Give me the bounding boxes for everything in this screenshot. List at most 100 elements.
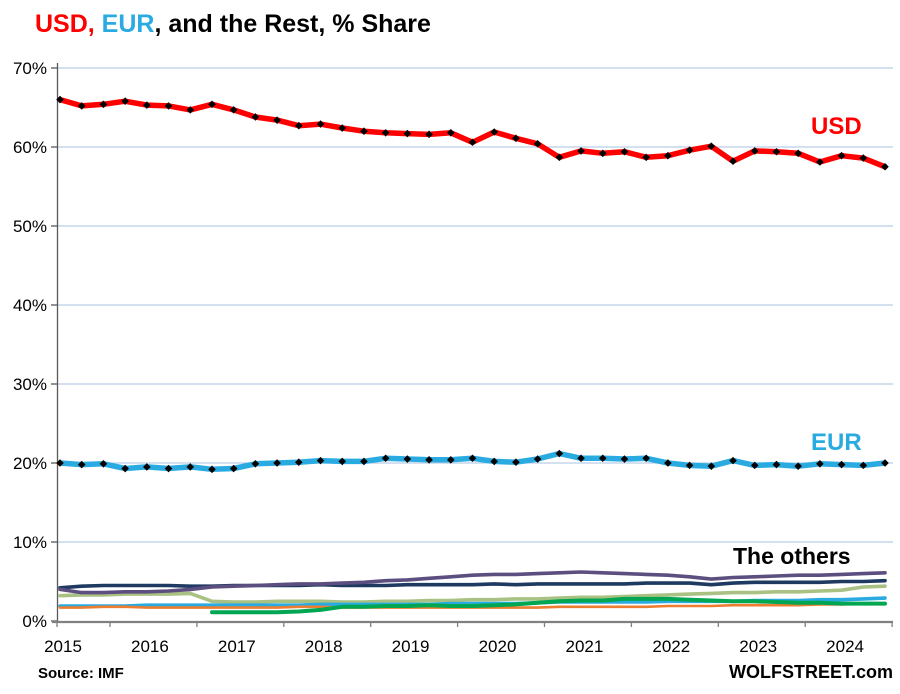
data-point-marker <box>143 101 151 109</box>
x-tick-label: 2017 <box>218 637 256 656</box>
data-point-marker <box>859 154 868 162</box>
data-point-marker <box>77 102 86 110</box>
data-point-marker <box>186 463 195 471</box>
data-point-marker <box>620 147 629 156</box>
series-others-sage <box>58 584 887 604</box>
data-point-marker <box>381 454 390 463</box>
data-point-marker <box>685 146 694 154</box>
data-point-marker <box>816 158 824 166</box>
data-point-marker <box>403 129 412 138</box>
data-point-marker <box>533 455 542 463</box>
data-point-marker <box>555 153 564 162</box>
data-point-marker <box>577 147 585 155</box>
series-usd-markers <box>56 95 889 171</box>
data-point-marker <box>490 128 499 136</box>
data-point-marker <box>794 149 802 158</box>
title-eur-segment: EUR <box>94 10 155 38</box>
y-tick-label: 60% <box>13 138 47 157</box>
data-point-marker <box>99 459 108 468</box>
data-point-marker <box>750 147 759 155</box>
series-usd-line <box>57 96 888 170</box>
data-point-marker <box>750 461 759 470</box>
y-tick-label: 50% <box>13 217 47 236</box>
x-tick-label: 2022 <box>652 637 690 656</box>
data-point-marker <box>859 461 868 470</box>
data-point-marker <box>816 459 824 468</box>
data-point-marker <box>729 157 737 166</box>
chart-title: USD, EUR, and the Rest, % Share <box>35 10 431 39</box>
data-point-marker <box>642 153 650 162</box>
series-others-purple-line <box>58 570 887 595</box>
data-point-marker <box>56 459 64 467</box>
series-others-sage-line <box>58 584 887 604</box>
data-point-marker <box>490 457 499 466</box>
data-point-marker <box>164 102 173 110</box>
data-point-marker <box>316 456 325 465</box>
data-point-marker <box>381 128 390 137</box>
data-point-marker <box>56 95 64 104</box>
eur-series-label: EUR <box>811 429 862 456</box>
data-point-marker <box>99 100 108 109</box>
data-point-marker <box>295 121 303 130</box>
data-point-marker <box>164 464 173 473</box>
data-point-marker <box>273 459 281 467</box>
y-tick-label: 70% <box>13 59 47 78</box>
data-point-marker <box>772 460 781 469</box>
others-series-label: The others <box>733 543 851 569</box>
data-point-marker <box>186 106 195 114</box>
data-point-marker <box>425 130 433 139</box>
x-tick-label: 2018 <box>305 637 343 656</box>
usd-series-label: USD <box>811 113 862 140</box>
data-point-marker <box>143 463 151 471</box>
series-eur <box>56 449 889 474</box>
x-tick-label: 2023 <box>739 637 777 656</box>
data-point-marker <box>338 457 347 466</box>
y-tick-label: 20% <box>13 454 47 473</box>
x-tick-label: 2020 <box>479 637 517 656</box>
data-point-marker <box>598 149 607 158</box>
data-point-marker <box>794 462 802 470</box>
data-point-marker <box>121 97 129 105</box>
y-tick-label: 0% <box>22 612 47 631</box>
x-tick-label: 2019 <box>392 637 430 656</box>
data-point-marker <box>664 459 672 467</box>
data-point-marker <box>620 455 629 463</box>
data-point-marker <box>425 456 433 464</box>
data-point-marker <box>577 454 585 463</box>
series-others-navy-line <box>58 578 887 590</box>
data-point-marker <box>121 464 129 473</box>
data-point-marker <box>512 458 520 467</box>
data-point-marker <box>468 454 477 463</box>
series-others-green <box>210 596 887 615</box>
data-point-marker <box>555 449 564 458</box>
data-point-marker <box>642 454 650 463</box>
source-note: Source: IMF <box>38 665 124 682</box>
series-others-green-line <box>210 596 887 615</box>
data-point-marker <box>338 124 347 132</box>
x-tick-label: 2016 <box>131 637 169 656</box>
data-point-marker <box>533 140 542 148</box>
data-point-marker <box>208 465 216 474</box>
y-tick-label: 30% <box>13 375 47 394</box>
data-point-marker <box>295 458 303 467</box>
data-point-marker <box>273 116 281 124</box>
data-point-marker <box>729 456 737 465</box>
data-point-marker <box>837 460 846 469</box>
data-point-marker <box>251 113 260 121</box>
x-tick-label: 2021 <box>565 637 603 656</box>
x-tick-label: 2024 <box>826 637 864 656</box>
data-point-marker <box>446 128 455 137</box>
data-point-marker <box>772 147 781 156</box>
y-tick-label: 10% <box>13 533 47 552</box>
data-point-marker <box>512 134 520 143</box>
series-eur-markers <box>56 449 889 474</box>
data-point-marker <box>403 455 412 463</box>
data-point-marker <box>707 462 716 470</box>
x-tick-label: 2015 <box>44 637 82 656</box>
data-point-marker <box>707 142 716 151</box>
y-axis: 0% 10% 20% 30% 40% 50% 60% 70% <box>13 59 59 631</box>
data-point-marker <box>837 151 846 160</box>
data-point-marker <box>685 461 694 470</box>
title-usd-segment: USD, <box>35 10 95 38</box>
